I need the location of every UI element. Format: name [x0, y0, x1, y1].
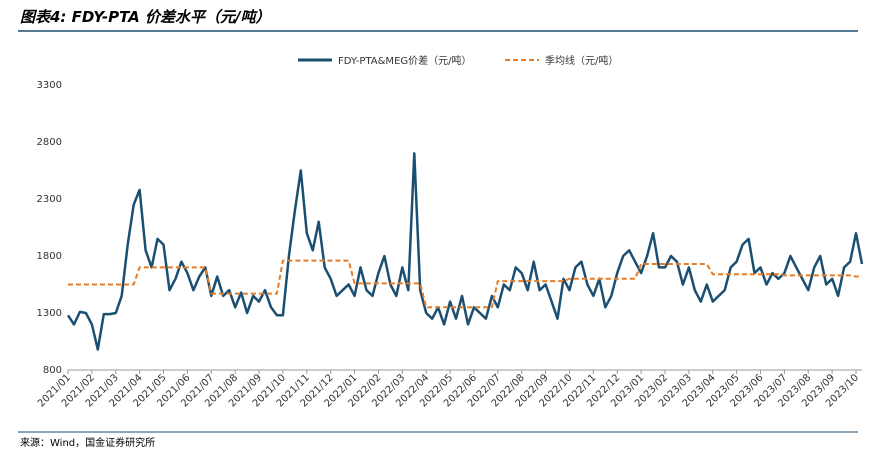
legend-label: FDY-PTA&MEG价差（元/吨） — [338, 54, 472, 67]
y-tick-label: 2800 — [37, 137, 62, 148]
y-tick-label: 1300 — [37, 308, 62, 319]
y-tick-label: 1800 — [37, 251, 62, 262]
y-tick-label: 2300 — [37, 194, 62, 205]
y-tick-label: 800 — [43, 365, 62, 376]
series-line — [68, 259, 862, 309]
chart-title: 图表4: FDY-PTA 价差水平（元/吨） — [20, 8, 270, 26]
y-tick-label: 3300 — [37, 80, 62, 91]
legend-label: 季均线（元/吨） — [545, 54, 618, 67]
source: 来源：Wind，国金证券研究所 — [20, 436, 155, 449]
series-line — [66, 152, 864, 351]
